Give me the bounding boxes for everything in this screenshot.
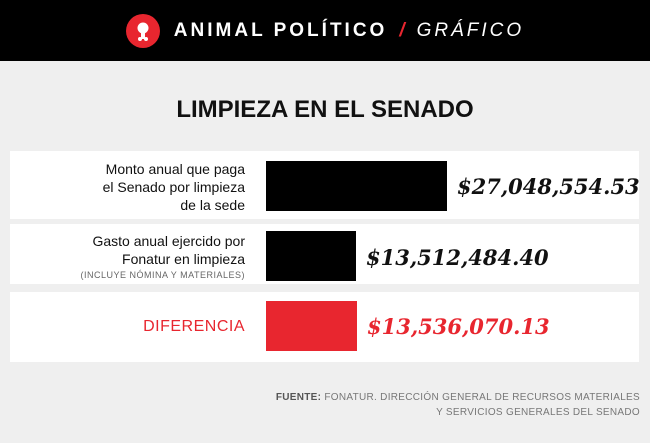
value-label-senado: $27,048,554.53 xyxy=(457,174,640,199)
category-line: el Senado por limpieza xyxy=(102,179,245,195)
category-line: Monto anual que paga xyxy=(105,161,245,177)
category-label-fonatur: Gasto anual ejercido por Fonatur en limp… xyxy=(0,232,245,282)
chart-title: LIMPIEZA EN EL SENADO xyxy=(176,96,474,123)
category-label-diferencia: DIFERENCIA xyxy=(0,318,245,336)
animal-politico-logo-icon xyxy=(125,13,160,48)
category-label-senado: Monto anual que paga el Senado por limpi… xyxy=(0,160,245,214)
category-line: Fonatur en limpieza xyxy=(122,251,245,267)
value-label-fonatur: $13,512,484.40 xyxy=(366,245,549,270)
header-bar: ANIMAL POLÍTICO / GRÁFICO xyxy=(0,0,650,61)
section-name: GRÁFICO xyxy=(416,19,525,41)
source-line-2: Y SERVICIOS GENERALES DEL SENADO xyxy=(436,407,640,418)
value-label-diferencia: $13,536,070.13 xyxy=(367,314,550,339)
source-line-1: FONATUR. DIRECCIÓN GENERAL DE RECURSOS M… xyxy=(321,392,640,403)
source-note: FUENTE: FONATUR. DIRECCIÓN GENERAL DE RE… xyxy=(276,390,640,420)
brand-name: ANIMAL POLÍTICO xyxy=(173,19,388,41)
source-prefix: FUENTE: xyxy=(275,392,322,403)
category-line: Gasto anual ejercido por xyxy=(92,233,245,249)
bar-fonatur xyxy=(266,231,356,281)
bar-diferencia xyxy=(266,301,357,351)
category-note: (INCLUYE NÓMINA Y MATERIALES) xyxy=(80,270,245,280)
bar-senado xyxy=(266,161,447,211)
brand-separator: / xyxy=(399,19,405,41)
category-line: de la sede xyxy=(180,197,245,213)
category-line: DIFERENCIA xyxy=(143,318,245,335)
